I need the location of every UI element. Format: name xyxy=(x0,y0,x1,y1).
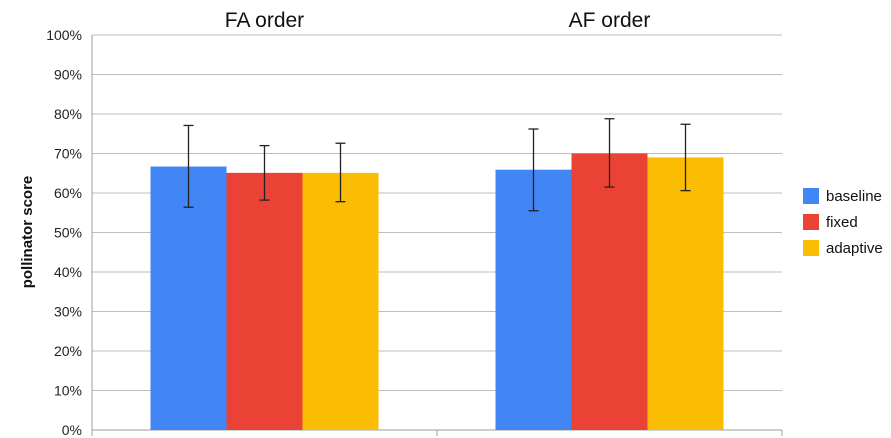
legend-label-baseline: baseline xyxy=(826,188,882,205)
bar-fixed xyxy=(226,172,303,431)
bar-adaptive xyxy=(647,157,724,430)
legend-swatch-baseline xyxy=(803,188,819,204)
bar-adaptive xyxy=(302,172,379,431)
y-tick-label: 40% xyxy=(54,264,82,280)
y-axis-label: pollinator score xyxy=(19,176,36,289)
y-tick-label: 70% xyxy=(54,146,82,162)
y-tick-label: 10% xyxy=(54,383,82,399)
group-title: FA order xyxy=(225,9,304,32)
y-tick-label: 50% xyxy=(54,225,82,241)
legend-label-fixed: fixed xyxy=(826,214,858,231)
y-tick-label: 20% xyxy=(54,343,82,359)
y-tick-label: 30% xyxy=(54,304,82,320)
legend-swatch-fixed xyxy=(803,214,819,230)
legend: baseline fixed adaptive xyxy=(803,188,883,257)
bar-fixed xyxy=(571,153,648,430)
y-tick-label: 60% xyxy=(54,185,82,201)
y-tick-label: 0% xyxy=(62,422,82,438)
bars xyxy=(150,153,724,431)
group-title: AF order xyxy=(569,9,651,32)
legend-swatch-adaptive xyxy=(803,240,819,256)
error-bars xyxy=(183,118,691,212)
y-axis-ticks: 0% 10% 20% 30% 40% 50% 60% 70% 80% 90% 100% xyxy=(46,27,82,438)
group-titles: FA order AF order xyxy=(225,9,651,32)
y-tick-label: 100% xyxy=(46,27,82,43)
legend-label-adaptive: adaptive xyxy=(826,240,883,257)
y-tick-label: 90% xyxy=(54,67,82,83)
bar-baseline xyxy=(495,169,572,430)
bar-baseline xyxy=(150,166,227,430)
y-tick-label: 80% xyxy=(54,106,82,122)
